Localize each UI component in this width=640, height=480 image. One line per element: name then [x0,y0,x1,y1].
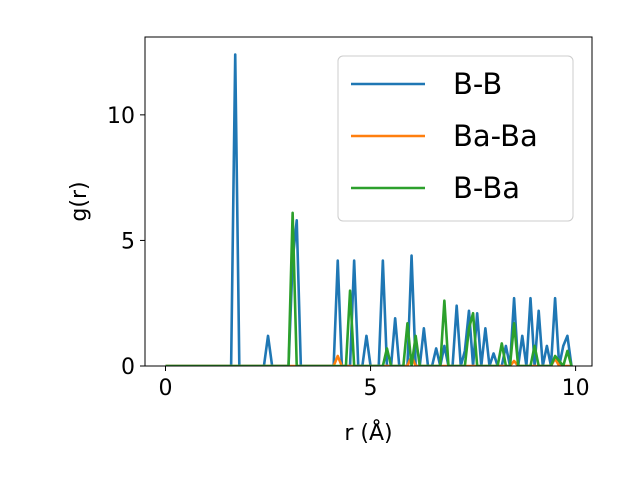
legend-label-ba-ba: Ba-Ba [453,119,538,153]
x-tick-label: 10 [562,376,590,401]
y-axis-label: g(r) [67,181,92,221]
x-tick-label: 5 [364,376,378,401]
y-tick-label: 10 [107,104,135,129]
x-tick-label: 0 [159,376,173,401]
series-line-b-ba [165,211,573,366]
legend: B-B Ba-Ba B-Ba [337,55,574,222]
legend-box [337,55,574,222]
axes-frame [144,36,593,367]
series-layer [165,53,573,366]
plot-area [144,36,593,367]
legend-label-b-ba: B-Ba [453,171,520,205]
legend-label-b-b: B-B [453,67,502,101]
x-axis-label: r (Å) [344,419,392,446]
y-axis-ticks: 0 5 10 [107,104,145,380]
x-axis-ticks: 0 5 10 [159,366,590,401]
y-tick-label: 0 [121,355,135,380]
series-line-b-b [165,53,573,366]
y-tick-label: 5 [121,229,135,254]
